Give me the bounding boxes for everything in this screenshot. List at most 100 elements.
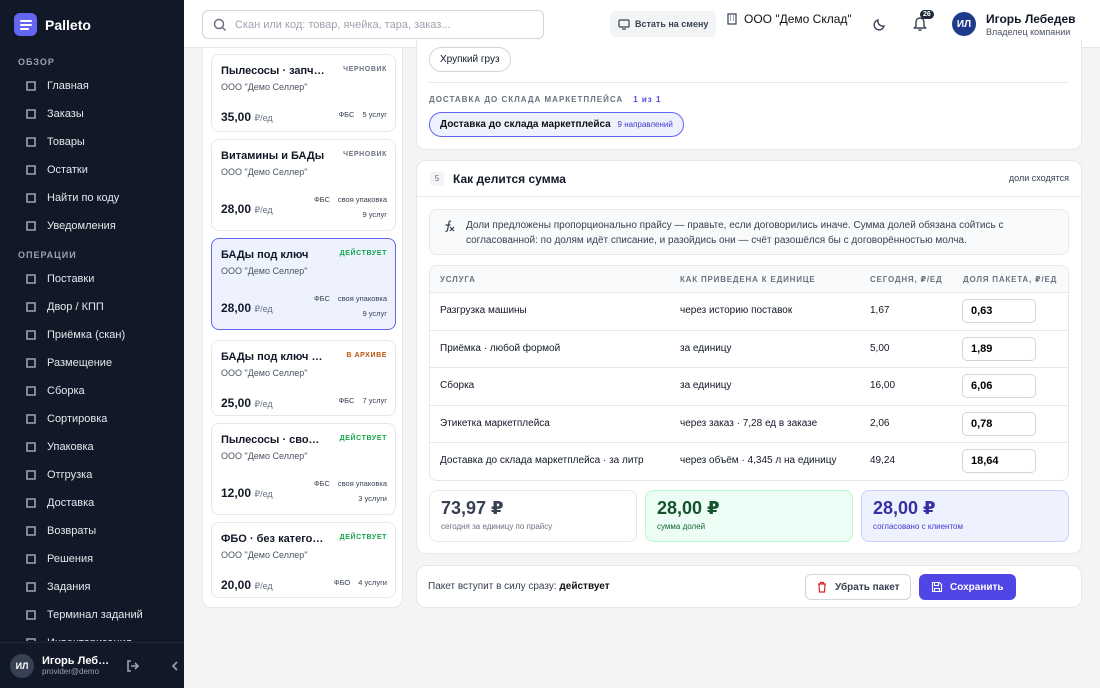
save-button[interactable]: Сохранить xyxy=(919,574,1016,600)
app-name: Palleto xyxy=(45,16,91,33)
sidebar-item-label: Отгрузка xyxy=(47,469,93,481)
sidebar-item-operation-7[interactable]: Отгрузка xyxy=(10,461,174,489)
tag-scheme: ФБС xyxy=(338,110,355,119)
start-shift-label: Встать на смену xyxy=(635,19,709,29)
search-box[interactable] xyxy=(202,10,544,39)
row-today: 5,00 xyxy=(870,342,890,354)
row-method: за единицу xyxy=(680,380,732,391)
sidebar-item-operation-8[interactable]: Доставка xyxy=(10,489,174,517)
search-code-icon xyxy=(26,193,36,203)
share-input[interactable] xyxy=(962,374,1036,398)
save-label: Сохранить xyxy=(950,581,1004,593)
package-card[interactable]: Пылесосы · запчасти ЧЕРНОВИК ООО "Демо Сел… xyxy=(211,54,396,132)
sum-shares-card: 28,00 ₽ сумма долей xyxy=(645,490,853,542)
sidebar-item-overview-1[interactable]: Заказы xyxy=(10,100,174,128)
tag-services: 3 услуги xyxy=(358,494,387,503)
sidebar-item-label: Главная xyxy=(47,80,89,92)
sidebar-item-overview-4[interactable]: Найти по коду xyxy=(10,184,174,212)
package-seller: ООО "Демо Селлер" xyxy=(221,550,308,560)
fragile-chip[interactable]: Хрупкий груз xyxy=(429,47,511,72)
package-seller: ООО "Демо Селлер" xyxy=(221,82,308,92)
collapse-sidebar-icon[interactable] xyxy=(168,659,182,673)
sidebar-item-operation-3[interactable]: Размещение xyxy=(10,349,174,377)
user-name: Игорь Лебедев xyxy=(986,12,1076,26)
table-row: Сборка за единицу 16,00 xyxy=(430,367,1068,405)
package-card[interactable]: Витамины и БАДы ЧЕРНОВИК ООО "Демо Селлер"… xyxy=(211,139,396,231)
tag-scheme: ФБО xyxy=(333,578,351,587)
sidebar-item-label: Доставка xyxy=(47,497,95,509)
status-badge: ЧЕРНОВИК xyxy=(343,66,387,73)
package-price: 20,00 ₽/ед xyxy=(221,578,273,592)
tag-scheme: ФБС xyxy=(338,396,355,405)
package-card[interactable]: Пылесосы · своя упаковка ДЕЙСТВУЕТ ООО "Де… xyxy=(211,423,396,515)
theme-toggle-icon[interactable] xyxy=(872,16,888,32)
delivery-counter: 1 из 1 xyxy=(633,95,662,104)
sidebar-item-overview-3[interactable]: Остатки xyxy=(10,156,174,184)
status-badge: ДЕЙСТВУЕТ xyxy=(339,435,387,442)
row-service: Разгрузка машины xyxy=(440,305,527,316)
sum-today-value: 73,97 ₽ xyxy=(441,498,504,518)
info-line-1: Доли предложены пропорционально прайсу —… xyxy=(466,220,1004,231)
sidebar-item-operation-2[interactable]: Приёмка (скан) xyxy=(10,321,174,349)
user-avatar[interactable]: ИЛ xyxy=(952,12,976,36)
row-service: Этикетка маркетплейса xyxy=(440,417,550,429)
terminal-icon xyxy=(26,610,36,620)
sidebar-item-operation-0[interactable]: Поставки xyxy=(10,265,174,293)
cube-icon xyxy=(26,386,36,396)
sidebar-item-operation-11[interactable]: Задания xyxy=(10,573,174,601)
divider xyxy=(417,196,1081,197)
sidebar-item-label: Двор / КПП xyxy=(47,301,104,313)
sidebar-item-operation-13[interactable]: Инвентаризация xyxy=(10,629,174,641)
palleto-logo-icon xyxy=(14,13,37,36)
inventory-icon xyxy=(26,638,36,641)
nav-operations: Поставки Двор / КПП Приёмка (скан) Размещен… xyxy=(10,265,174,641)
sidebar-item-label: Товары xyxy=(47,136,85,148)
sidebar-item-operation-12[interactable]: Терминал заданий xyxy=(10,601,174,629)
start-shift-button[interactable]: Встать на смену xyxy=(610,11,717,37)
sidebar-item-label: Размещение xyxy=(47,357,113,369)
logout-icon[interactable] xyxy=(126,659,140,673)
step-badge: 5 xyxy=(430,172,444,186)
table-row: Приёмка · любой формой за единицу 5,00 xyxy=(430,329,1068,368)
price-value: 28,00 xyxy=(221,202,252,216)
sidebar-item-overview-2[interactable]: Товары xyxy=(10,128,174,156)
sidebar-user[interactable]: ИЛ Игорь Лебедев provider@demo xyxy=(0,642,184,688)
table-row: Разгрузка машины через историю поставок 1,… xyxy=(430,292,1068,330)
delivery-icon xyxy=(26,498,36,508)
sidebar-item-operation-6[interactable]: Упаковка xyxy=(10,433,174,461)
notifications-icon[interactable] xyxy=(912,15,928,32)
share-input[interactable] xyxy=(962,411,1036,436)
sidebar-item-label: Сортировка xyxy=(47,413,108,425)
trash-icon xyxy=(818,581,826,593)
share-input[interactable] xyxy=(962,299,1036,323)
search-input[interactable] xyxy=(235,18,525,31)
package-card[interactable]: БАДы под ключ · архив В АРХИВЕ ООО "Демо С… xyxy=(211,340,396,416)
brand[interactable]: Palleto xyxy=(14,13,91,36)
sidebar-item-overview-5[interactable]: Уведомления xyxy=(10,212,174,240)
row-today: 2,06 xyxy=(870,417,890,429)
row-method: через объём · 4,345 л на единицу xyxy=(680,455,837,466)
return-icon xyxy=(26,526,36,536)
sidebar-item-operation-9[interactable]: Возвраты xyxy=(10,517,174,545)
nav-overview: Главная Заказы Товары Остатки Найти по коду У… xyxy=(10,72,174,240)
price-unit: ₽/ед xyxy=(254,399,273,409)
table-body: Разгрузка машины через историю поставок 1,… xyxy=(430,292,1068,480)
info-box: Доли предложены пропорционально прайсу —… xyxy=(429,209,1069,255)
delivery-pill[interactable]: Доставка до склада маркетплейса 9 направ… xyxy=(429,112,684,137)
package-card[interactable]: БАДы под ключ ДЕЙСТВУЕТ ООО "Демо Селлер" 2… xyxy=(211,238,396,330)
sidebar-item-operation-1[interactable]: Двор / КПП xyxy=(10,293,174,321)
footer-panel: Пакет вступит в силу сразу: действует Уб… xyxy=(416,565,1082,608)
package-name: Пылесосы · своя упаковка xyxy=(221,434,325,446)
package-card[interactable]: ФБО · без категории ДЕЙСТВУЕТ ООО "Демо Се… xyxy=(211,522,396,598)
sidebar-item-overview-0[interactable]: Главная xyxy=(10,72,174,100)
sidebar-item-operation-5[interactable]: Сортировка xyxy=(10,405,174,433)
sidebar-item-operation-4[interactable]: Сборка xyxy=(10,377,174,405)
package-seller: ООО "Демо Селлер" xyxy=(221,451,308,461)
info-line-2: согласованной: по долям идёт списание, и… xyxy=(466,235,967,246)
company-selector[interactable]: ООО "Демо Склад" xyxy=(726,12,852,26)
share-input[interactable] xyxy=(962,336,1036,361)
sum-today-label: сегодня за единицу по прайсу xyxy=(441,522,553,531)
remove-package-button[interactable]: Убрать пакет xyxy=(805,574,911,600)
sidebar-item-operation-10[interactable]: Решения xyxy=(10,545,174,573)
share-input[interactable] xyxy=(962,449,1036,473)
